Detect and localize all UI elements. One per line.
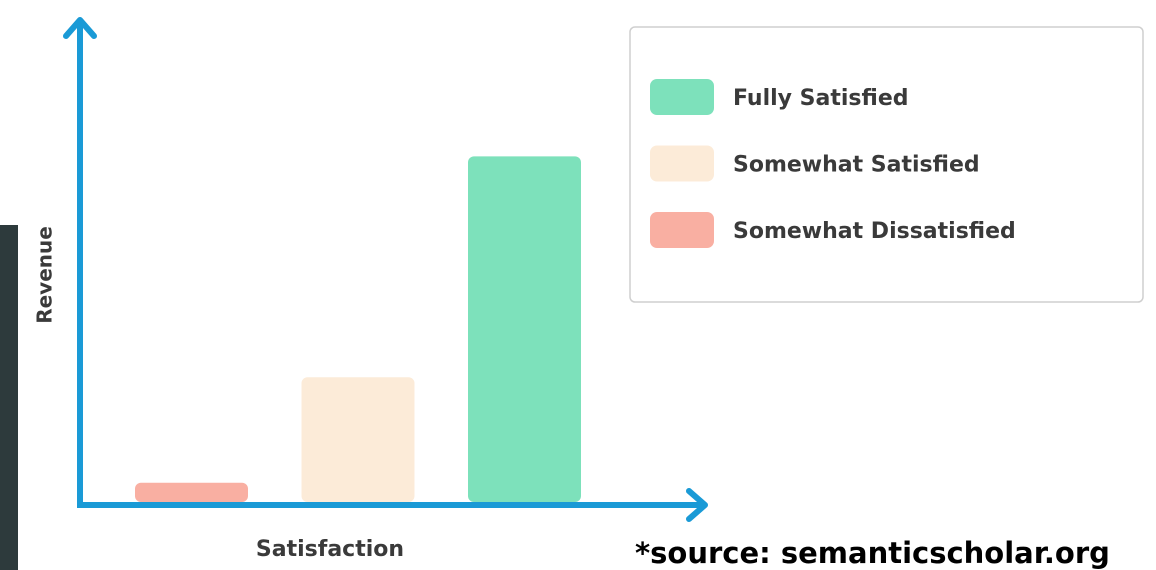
x-axis-label: Satisfaction xyxy=(256,537,404,562)
y-axis-arrow xyxy=(63,17,97,39)
legend-swatch xyxy=(650,212,714,248)
legend-box xyxy=(629,26,1144,303)
bar xyxy=(135,482,248,502)
legend-swatch xyxy=(650,145,714,182)
legend-label: Fully Satisfied xyxy=(733,86,909,111)
x-axis-arrow xyxy=(686,488,708,522)
source-note: *source: semanticscholar.org xyxy=(635,536,1110,570)
background-photo-strip xyxy=(0,225,18,570)
legend-label: Somewhat Satisfied xyxy=(733,153,980,178)
bar xyxy=(468,156,581,502)
bar xyxy=(301,377,415,502)
legend-swatch xyxy=(650,79,714,115)
legend-label: Somewhat Dissatisfied xyxy=(733,219,1016,244)
y-axis-label: Revenue xyxy=(33,226,57,324)
